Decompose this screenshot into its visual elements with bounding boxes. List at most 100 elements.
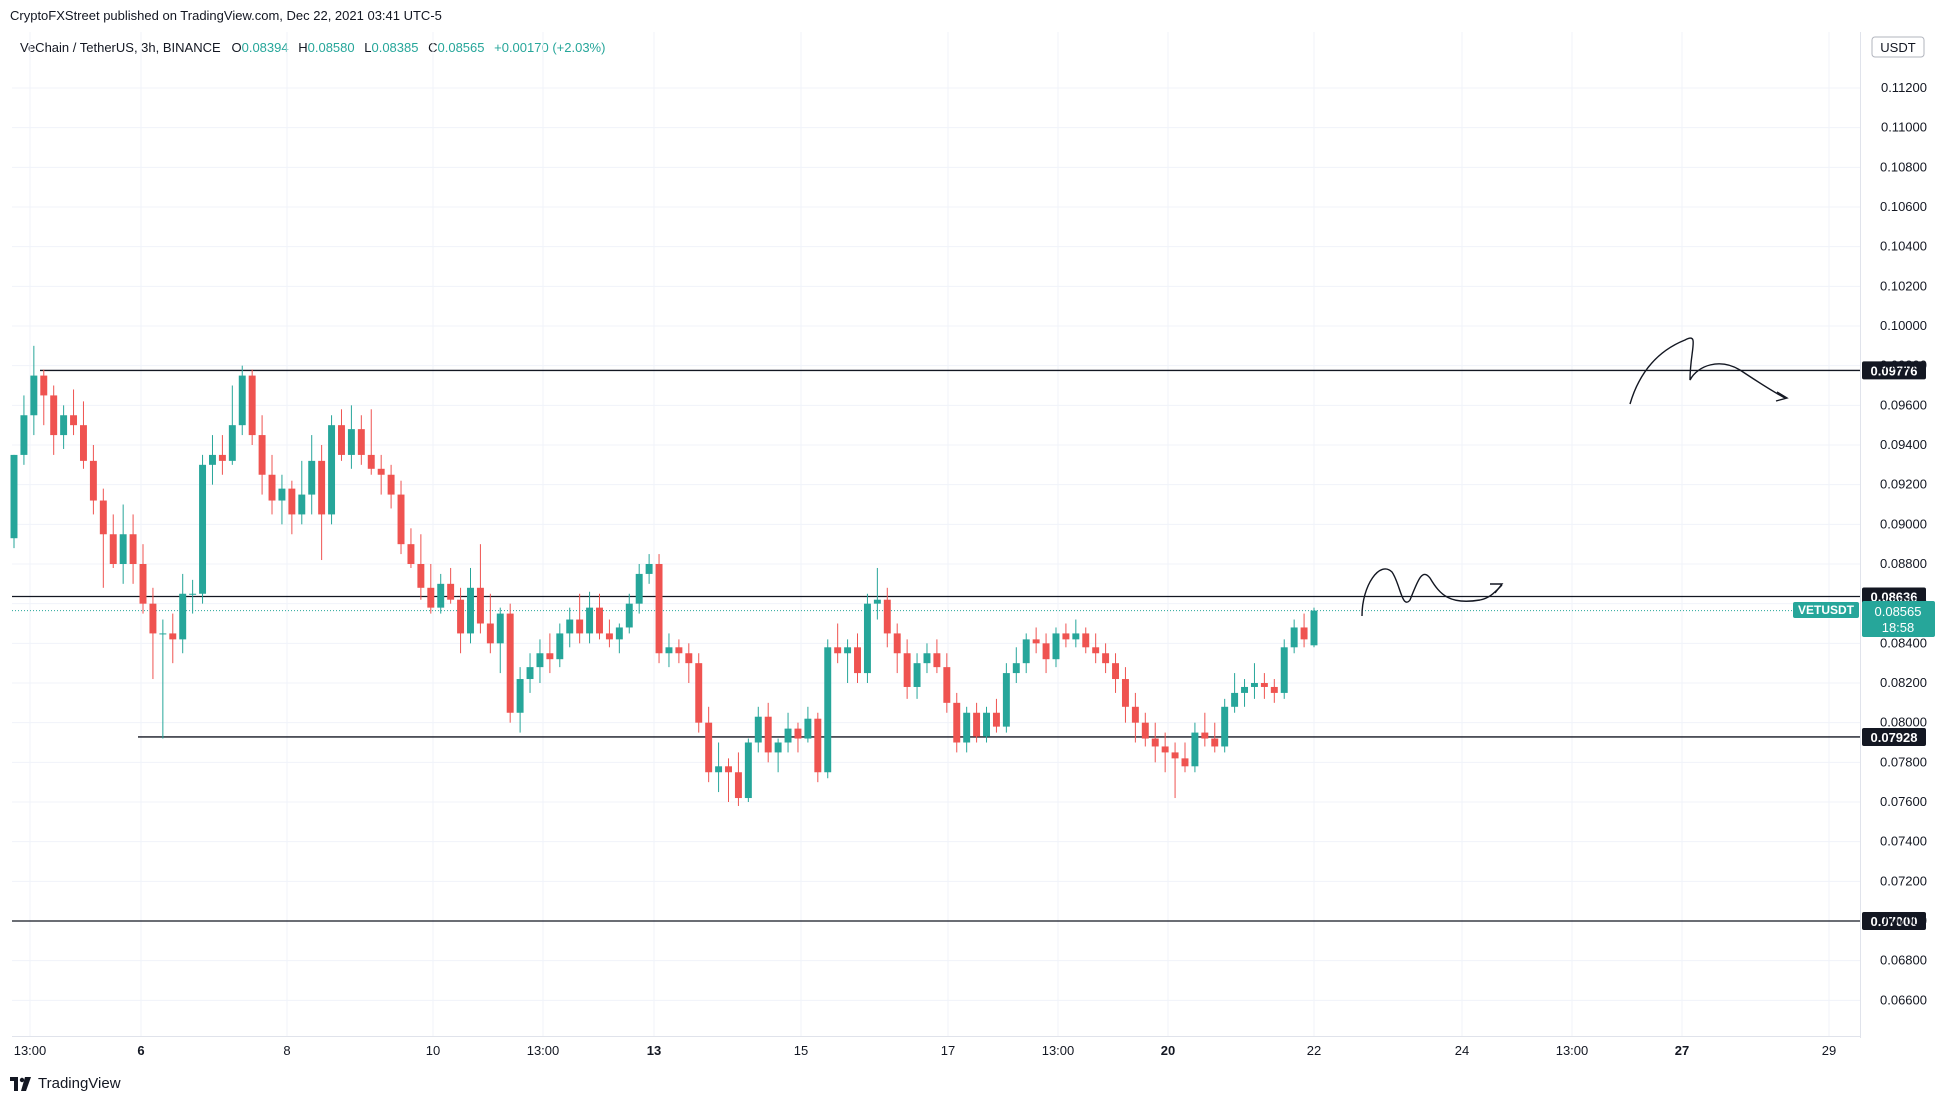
candle — [903, 639, 911, 699]
x-tick-label: 20 — [1161, 1043, 1175, 1058]
candle — [973, 702, 981, 743]
candles — [10, 345, 1318, 806]
brand-label: TradingView — [38, 1075, 121, 1092]
candle — [516, 667, 524, 733]
tradingview-icon — [10, 1076, 31, 1091]
candle — [1250, 663, 1258, 699]
candle — [665, 633, 673, 668]
ohlc-legend: VeChain / TetherUS, 3h, BINANCE O0.08394… — [20, 40, 611, 55]
candle — [873, 567, 881, 620]
y-tick-label: 0.10800 — [1880, 159, 1927, 174]
candle — [60, 405, 68, 449]
currency-label: USDT — [1880, 40, 1915, 55]
candle — [556, 623, 564, 668]
hand-drawn-arrow-upper — [1629, 337, 1789, 405]
y-tick-label: 0.09600 — [1880, 397, 1927, 412]
tradingview-logo[interactable]: TradingView — [10, 1075, 121, 1092]
candle — [943, 653, 951, 713]
current-price-label: 0.08565 — [1875, 604, 1922, 619]
y-tick-label: 0.09400 — [1880, 437, 1927, 452]
candle — [1022, 633, 1030, 674]
x-tick-label: 8 — [283, 1043, 290, 1058]
symbol-title[interactable]: VeChain / TetherUS, 3h, BINANCE — [20, 40, 221, 55]
candle — [199, 454, 207, 604]
candle — [1052, 627, 1060, 668]
y-tick-label: 0.07400 — [1880, 834, 1927, 849]
level-label: 0.07928 — [1871, 730, 1918, 745]
candle — [893, 623, 901, 674]
y-tick-label: 0.07600 — [1880, 794, 1927, 809]
candle — [417, 534, 425, 600]
x-tick-label: 24 — [1455, 1043, 1469, 1058]
candle — [169, 613, 177, 664]
candle — [20, 395, 28, 465]
candle — [1131, 692, 1139, 743]
x-tick-label: 27 — [1675, 1043, 1689, 1058]
candle — [427, 564, 435, 614]
candle — [496, 607, 504, 674]
candle — [1241, 679, 1249, 707]
candle — [1231, 673, 1239, 713]
candle — [1112, 653, 1119, 693]
candle — [774, 738, 782, 773]
x-tick-label: 13:00 — [1042, 1043, 1075, 1058]
y-tick-label: 0.10600 — [1880, 199, 1927, 214]
candle — [546, 633, 554, 674]
candle — [40, 369, 48, 426]
candle — [258, 415, 266, 495]
close-value: 0.08565 — [437, 40, 485, 55]
candle — [79, 401, 87, 469]
candle — [635, 564, 643, 614]
time-axis[interactable]: 13:00 6 8 10 13:00 13 15 17 13:00 20 22 24 13:00 27 29 — [14, 1043, 1837, 1058]
level-badge — [1862, 912, 1926, 930]
candle — [486, 593, 494, 654]
y-tick-label: 0.08000 — [1880, 715, 1927, 730]
candle — [308, 435, 316, 515]
candle — [685, 643, 693, 683]
candle — [10, 454, 18, 549]
candle — [457, 587, 465, 654]
candle — [754, 706, 762, 753]
y-tick-label: 0.10400 — [1880, 239, 1927, 254]
candle — [1310, 607, 1318, 648]
candle — [1290, 619, 1298, 654]
hand-drawn-arrow-lower — [1361, 568, 1504, 617]
y-tick-label: 0.11000 — [1881, 120, 1927, 135]
candle — [1191, 722, 1199, 773]
x-tick-label: 13:00 — [527, 1043, 560, 1058]
level-label: 0.08636 — [1871, 590, 1918, 605]
candle — [596, 593, 603, 640]
change-value: +0.00170 (+2.03%) — [494, 40, 606, 55]
currency-button[interactable]: USDT — [1871, 36, 1925, 58]
candle — [983, 706, 990, 743]
candle — [149, 587, 157, 680]
candle — [526, 653, 534, 693]
candle — [844, 639, 852, 683]
candle — [883, 587, 891, 648]
candle — [268, 454, 276, 515]
candle — [725, 758, 732, 802]
candle — [189, 579, 197, 614]
candle — [1151, 722, 1159, 763]
candle — [605, 619, 613, 648]
candle — [804, 706, 812, 743]
candle — [814, 712, 822, 783]
candle — [159, 619, 167, 739]
price-axis[interactable]: 0.06600 0.06800 0.07000 0.07200 0.07400 0.076… — [1880, 80, 1927, 1007]
candle — [367, 409, 375, 475]
candle — [318, 445, 326, 561]
current-symbol-label: VETUSDT — [1798, 603, 1855, 617]
publisher-attribution: CryptoFXStreet published on TradingView.… — [10, 8, 442, 23]
candle — [1042, 633, 1050, 674]
candle — [50, 385, 58, 455]
candle — [1082, 627, 1090, 654]
candle — [70, 389, 78, 436]
candle — [338, 409, 345, 461]
candle — [218, 435, 226, 475]
candle — [476, 544, 484, 634]
open-value: 0.08394 — [241, 40, 289, 55]
candle — [1012, 647, 1020, 683]
candle — [1032, 627, 1040, 654]
candle — [794, 722, 802, 753]
